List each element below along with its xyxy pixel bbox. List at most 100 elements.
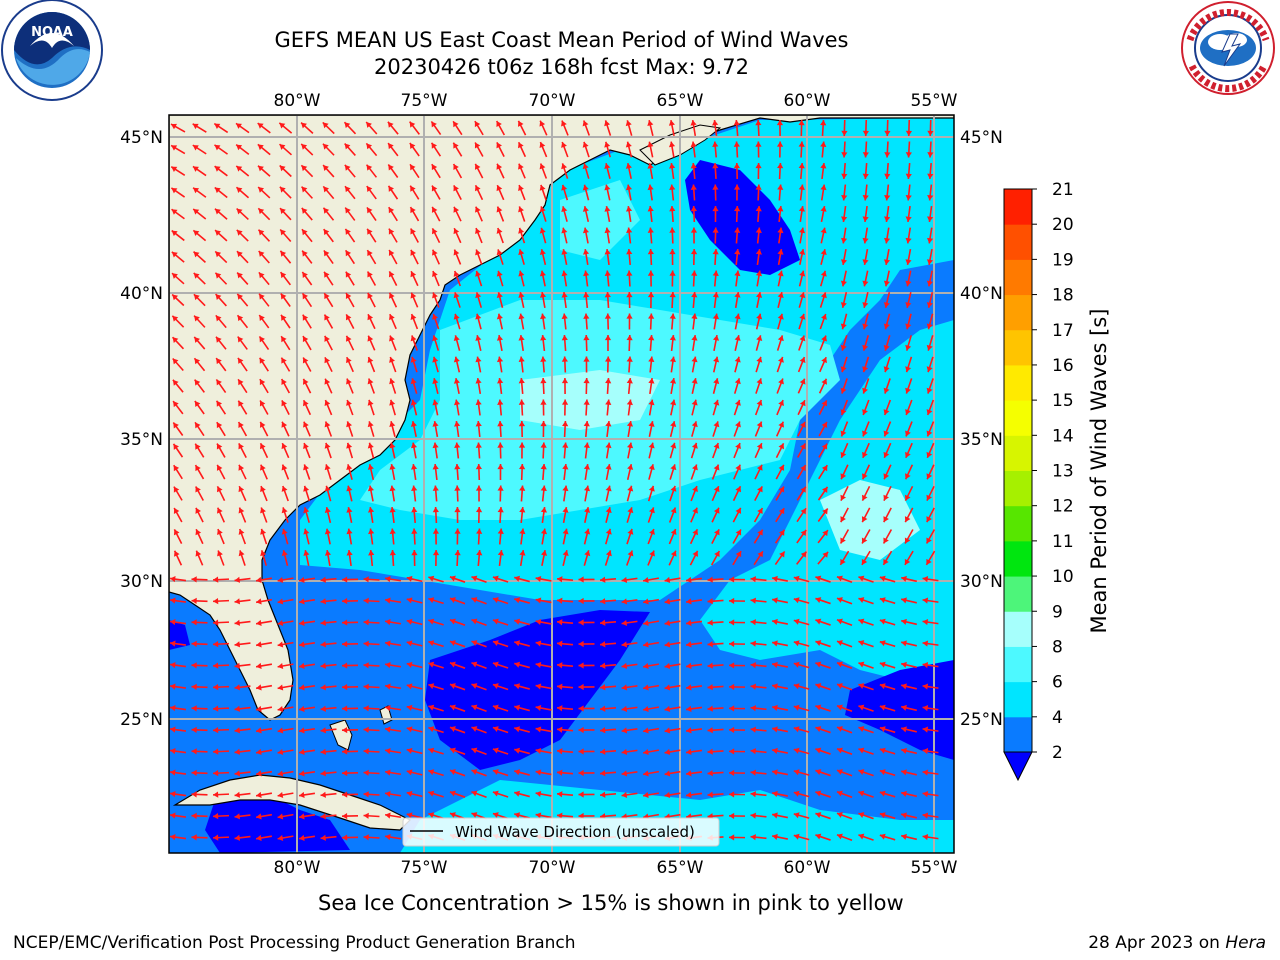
wave-direction-arrowhead (686, 727, 692, 734)
wave-direction-arrowhead (647, 163, 654, 169)
wave-direction-arrowhead (344, 143, 351, 150)
wave-direction-arrowhead (535, 618, 542, 626)
wave-direction-arrowhead (453, 356, 460, 363)
wave-direction-arrowhead (836, 769, 843, 775)
wave-direction-arrowhead (363, 769, 369, 776)
wave-direction-arrowhead (217, 529, 223, 536)
wave-direction-arrowhead (367, 228, 373, 235)
wave-direction-arrowhead (535, 640, 542, 647)
wave-direction-arrowhead (643, 619, 649, 627)
wave-direction-arrowhead (729, 619, 735, 626)
wave-direction-arrowhead (561, 399, 569, 405)
wave-direction-arrowhead (474, 142, 481, 149)
wave-direction-arrowhead (884, 130, 891, 136)
colorbar-tick-label: 18 (1052, 286, 1074, 306)
wave-direction-arrowhead (385, 683, 391, 690)
wave-direction-arrowhead (428, 747, 435, 754)
wave-direction-arrowhead (604, 141, 611, 148)
wave-direction-arrowhead (600, 727, 606, 734)
wave-direction-arrowhead (883, 237, 891, 244)
wave-direction-arrowhead (729, 726, 735, 734)
wave-direction-arrowhead (385, 747, 391, 755)
north-america-land (169, 115, 954, 721)
wave-direction-arrowhead (862, 387, 868, 394)
lon-label-bottom: 80°W (274, 858, 321, 878)
wave-direction-arrowhead (260, 528, 267, 535)
wave-direction-arrowhead (927, 173, 934, 179)
wave-direction-arrowhead (320, 813, 326, 820)
wave-direction-arrowhead (476, 550, 483, 556)
wave-direction-arrowhead (449, 726, 456, 732)
wave-direction-arrowhead (471, 726, 478, 732)
footer-branch: NCEP/EMC/Verification Post Processing Pr… (13, 933, 576, 953)
wave-direction-arrowhead (707, 641, 713, 648)
wave-direction-arrowhead (626, 399, 633, 406)
wave-direction-arrowhead (648, 507, 655, 514)
wave-direction-arrowhead (713, 507, 720, 514)
wave-direction-arrowhead (449, 640, 456, 646)
wave-direction-arrowhead (879, 790, 886, 797)
wave-direction-arrowhead (431, 121, 437, 128)
wave-direction-arrowhead (389, 550, 396, 556)
wave-direction-arrowhead (841, 152, 848, 158)
wave-direction-arrowhead (621, 684, 628, 691)
wave-direction-arrowhead (621, 598, 628, 605)
wave-direction-arrowhead (475, 228, 481, 234)
wave-direction-arrowhead (518, 399, 525, 405)
wave-direction-arrowhead (475, 335, 482, 341)
wave-direction-arrowhead (734, 249, 741, 255)
wave-direction-arrowhead (234, 813, 241, 820)
wave-direction-arrowhead (793, 575, 800, 582)
wave-direction-arrowhead (346, 357, 352, 364)
wave-direction-arrowhead (474, 163, 481, 170)
wave-direction-arrowhead (772, 790, 778, 797)
wave-direction-arrowhead (664, 598, 671, 605)
wave-direction-arrowhead (772, 747, 778, 754)
wave-direction-arrowhead (475, 292, 482, 299)
wave-direction-arrowhead (778, 508, 785, 515)
wave-direction-arrowhead (173, 465, 180, 472)
wave-direction-arrowhead (793, 597, 800, 604)
colorbar-segment (1004, 505, 1032, 542)
wave-direction-arrowhead (342, 683, 348, 691)
wave-direction-arrowhead (799, 357, 806, 363)
wave-direction-arrowhead (729, 683, 735, 691)
wave-direction-arrowhead (561, 313, 568, 319)
wave-direction-arrowhead (605, 356, 612, 362)
wave-direction-arrowhead (713, 378, 720, 384)
wave-direction-arrowhead (798, 206, 805, 212)
wave-direction-arrowhead (858, 618, 865, 625)
wave-direction-arrowhead (535, 661, 542, 669)
wave-direction-arrowhead (540, 485, 547, 491)
wave-direction-arrowhead (800, 421, 806, 428)
wave-direction-arrowhead (302, 378, 309, 385)
wave-direction-arrowhead (171, 209, 178, 215)
wave-direction-arrowhead (324, 378, 331, 385)
wave-direction-arrowhead (216, 400, 223, 407)
footer-host: Hera (1225, 933, 1266, 953)
wave-direction-arrowhead (345, 228, 351, 235)
wave-direction-arrowhead (428, 683, 435, 690)
wave-direction-arrowhead (234, 727, 241, 734)
colorbar-segment (1004, 435, 1032, 471)
wave-direction-arrowhead (406, 618, 413, 625)
wave-direction-arrowhead (627, 550, 634, 557)
wave-direction-arrowhead (647, 270, 655, 276)
wave-direction-arrowhead (901, 833, 907, 840)
wave-direction-arrowhead (277, 576, 284, 584)
wave-direction-arrowhead (453, 142, 459, 149)
wave-direction-arrowhead (756, 421, 763, 428)
wave-direction-arrowhead (670, 464, 677, 471)
wave-direction-arrowhead (691, 270, 698, 276)
wave-direction-arrowhead (234, 684, 241, 691)
wave-direction-arrowhead (798, 163, 805, 169)
lat-label-right: 35°N (960, 430, 1003, 450)
wave-direction-arrowhead (234, 598, 241, 605)
wave-direction-arrowhead (643, 684, 649, 691)
wave-direction-arrowhead (277, 684, 284, 691)
wave-direction-arrowhead (346, 400, 352, 406)
wave-direction-arrowhead (926, 473, 933, 480)
wave-direction-arrowhead (345, 186, 351, 193)
wave-direction-arrowhead (514, 661, 521, 668)
wave-direction-arrowhead (707, 791, 713, 798)
